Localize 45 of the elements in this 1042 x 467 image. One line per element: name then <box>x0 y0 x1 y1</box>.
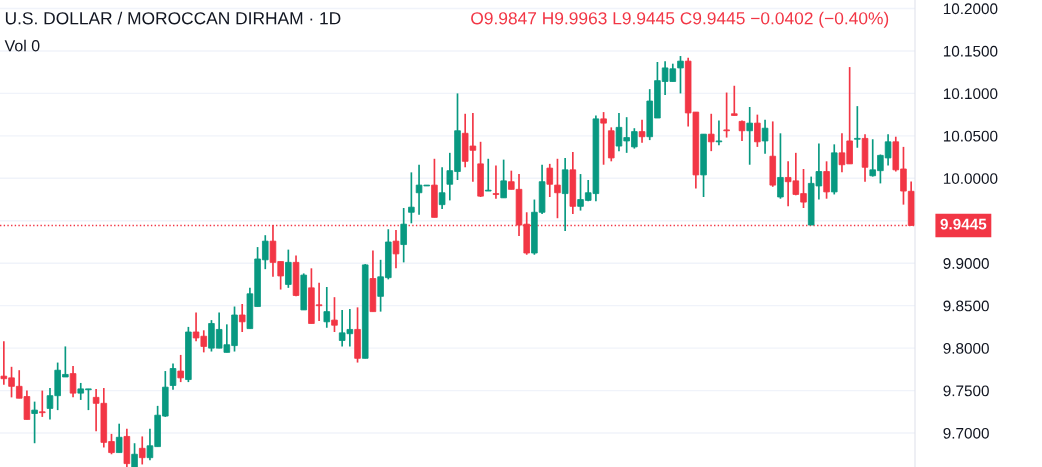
candlestick <box>238 303 246 333</box>
y-tick-label: 10.2000 <box>943 3 998 15</box>
y-tick-label: 10.0500 <box>943 130 998 142</box>
candlestick <box>323 286 331 329</box>
candlestick <box>777 132 784 200</box>
y-tick-label: 10.0000 <box>943 173 998 184</box>
candlestick <box>561 157 569 232</box>
candlestick <box>754 113 761 148</box>
candlestick <box>723 91 730 139</box>
y-tick-label: 9.8500 <box>943 300 989 312</box>
y-tick-label: 9.8000 <box>943 342 989 354</box>
candlestick <box>715 119 723 147</box>
candlestick <box>731 84 738 117</box>
candlestick <box>400 207 407 264</box>
candlestick <box>746 106 753 166</box>
y-tick-label: 9.7500 <box>943 385 989 397</box>
candlestick <box>115 422 123 454</box>
candlestick <box>823 160 830 200</box>
candlestick <box>492 164 500 200</box>
y-tick-label: 9.7000 <box>943 427 989 439</box>
candlestick <box>169 362 177 391</box>
candlestick <box>408 171 415 225</box>
y-tick-label: 10.1500 <box>943 45 998 57</box>
candlestick <box>392 229 400 270</box>
annotation: Vol 0 <box>4 39 40 52</box>
candlestick <box>500 158 507 199</box>
y-tick-label: 10.1000 <box>943 88 998 100</box>
y-tick-label: 9.9000 <box>943 258 989 269</box>
candlestick <box>177 354 184 383</box>
candlestick <box>854 105 861 149</box>
candlestick <box>438 166 446 210</box>
candlestick <box>138 435 146 466</box>
candlestick <box>600 111 607 166</box>
candlestick <box>707 112 715 152</box>
candlestick <box>638 118 646 144</box>
candlestick <box>31 400 38 445</box>
candlestick <box>484 157 492 192</box>
text: U.S. DOLLAR / MOROCCAN DIRHAM · 1D <box>5 11 341 25</box>
candlestick <box>69 365 77 399</box>
ref-line-label: 9.9445 <box>940 218 987 230</box>
candlestick <box>285 248 292 289</box>
candlestick <box>331 296 338 333</box>
candlestick <box>761 118 769 155</box>
annotation: O9.9847 H9.9963 L9.9445 C9.9445 −0.0402 (−0.40%) <box>471 11 889 28</box>
candlestick <box>39 389 46 418</box>
